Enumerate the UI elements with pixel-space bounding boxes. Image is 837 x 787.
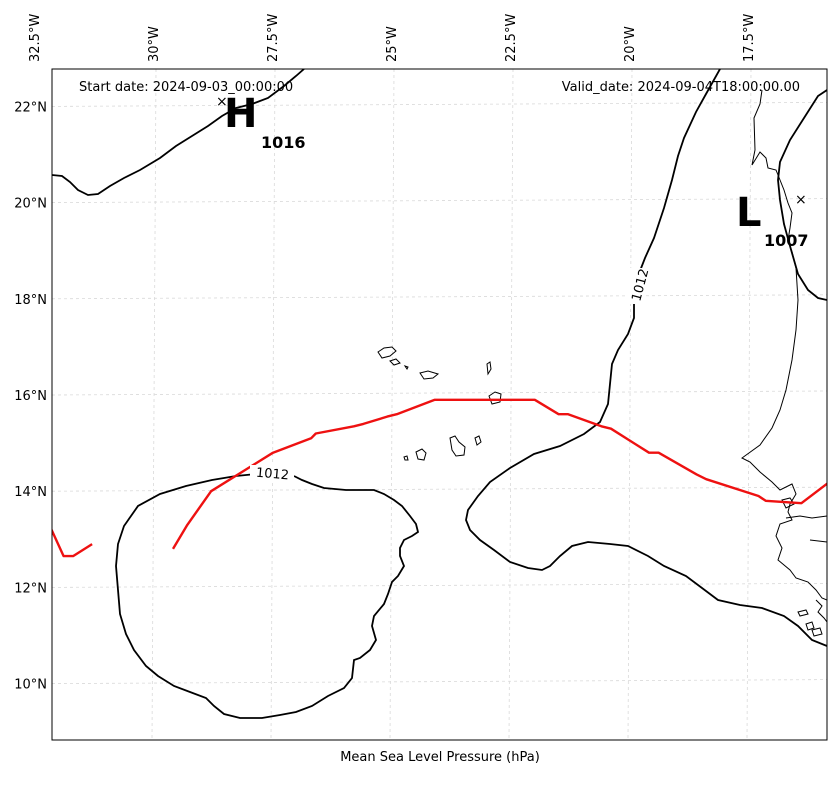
longitude-tick-label: 20°W bbox=[623, 26, 638, 62]
parallel-line bbox=[52, 198, 827, 204]
graticule bbox=[33, 69, 827, 740]
parallel-line bbox=[52, 102, 827, 107]
latitude-tick-label: 12°N bbox=[14, 581, 47, 596]
meridian-line bbox=[270, 69, 276, 740]
isobar-1012-southwest bbox=[115, 473, 420, 719]
low-center-marker: × bbox=[795, 192, 807, 208]
isobar-label-bg bbox=[626, 268, 646, 304]
isobar-label-southwest: 1012 bbox=[255, 466, 289, 484]
island-santa-luzia bbox=[403, 365, 409, 370]
island-santiago bbox=[449, 435, 466, 457]
meridian-line bbox=[627, 69, 633, 740]
isobar-contours bbox=[52, 69, 827, 719]
pressure-centers: × H 1016 × L 1007 bbox=[216, 91, 809, 250]
map-frame bbox=[51, 68, 828, 741]
longitude-labels: 32.5°W 30°W 27.5°W 25°W 22.5°W 20°W 17.5°W bbox=[28, 14, 757, 62]
longitude-tick-label: 25°W bbox=[385, 26, 400, 62]
island-boa-vista bbox=[488, 391, 502, 405]
coast-detail-gambia bbox=[781, 497, 795, 509]
island-brava bbox=[403, 455, 409, 461]
coast-detail-guinea-3 bbox=[815, 599, 827, 623]
longitude-tick-label: 30°W bbox=[147, 26, 162, 62]
meridian-line bbox=[151, 69, 157, 740]
island-fogo bbox=[415, 448, 427, 461]
valid-date-label: Valid_date: 2024-09-04T18:00:00.00 bbox=[562, 80, 800, 95]
coast-detail-guinea bbox=[785, 515, 827, 519]
isobar-right-edge bbox=[777, 89, 827, 301]
coast-detail-bijagos-2 bbox=[805, 621, 815, 631]
meridian-line bbox=[746, 69, 752, 740]
africa-coastline bbox=[741, 89, 827, 601]
map-caption: Mean Sea Level Pressure (hPa) bbox=[340, 750, 540, 765]
isobar-1012-east bbox=[465, 69, 827, 647]
parallel-line bbox=[52, 390, 827, 396]
coast-detail-bijagos-1 bbox=[797, 609, 809, 617]
island-sao-nicolau bbox=[419, 370, 440, 380]
coast-detail-guinea-2 bbox=[809, 539, 827, 543]
longitude-tick-label: 17.5°W bbox=[742, 14, 757, 62]
longitude-tick-label: 32.5°W bbox=[28, 14, 43, 62]
latitude-tick-label: 16°N bbox=[14, 389, 47, 404]
storm-track-layer bbox=[52, 398, 827, 558]
high-letter: H bbox=[224, 91, 257, 137]
storm-track-main-segment bbox=[171, 398, 827, 550]
low-value: 1007 bbox=[764, 231, 809, 250]
latitude-tick-label: 22°N bbox=[14, 100, 47, 115]
coastlines bbox=[377, 89, 827, 637]
latitude-tick-label: 10°N bbox=[14, 678, 47, 693]
island-sal bbox=[486, 361, 492, 376]
parallel-line bbox=[52, 583, 827, 588]
island-maio bbox=[474, 435, 482, 446]
island-sao-vicente bbox=[389, 358, 401, 366]
meridian-line bbox=[508, 69, 514, 740]
meridian-line bbox=[33, 69, 37, 740]
low-letter: L bbox=[736, 190, 762, 236]
start-date-label: Start date: 2024-09-03_00:00:00 bbox=[79, 80, 293, 95]
island-santo-antao bbox=[377, 346, 397, 359]
longitude-tick-label: 22.5°W bbox=[504, 14, 519, 62]
high-center-marker: × bbox=[216, 94, 228, 110]
storm-track-west-segment bbox=[52, 527, 93, 558]
isobar-labels: 1012 1012 bbox=[250, 267, 652, 483]
isobar-label-bg bbox=[250, 465, 294, 481]
longitude-tick-label: 27.5°W bbox=[266, 14, 281, 62]
latitude-tick-label: 18°N bbox=[14, 293, 47, 308]
coast-detail-bijagos-3 bbox=[811, 627, 823, 637]
latitude-labels: 22°N 20°N 18°N 16°N 14°N 12°N 10°N bbox=[14, 100, 47, 692]
latitude-tick-label: 14°N bbox=[14, 485, 47, 500]
meridian-line bbox=[389, 69, 395, 740]
isobar-1016-north bbox=[52, 69, 305, 196]
latitude-tick-label: 20°N bbox=[14, 197, 47, 212]
parallel-line bbox=[52, 294, 827, 300]
high-value: 1016 bbox=[261, 133, 306, 152]
